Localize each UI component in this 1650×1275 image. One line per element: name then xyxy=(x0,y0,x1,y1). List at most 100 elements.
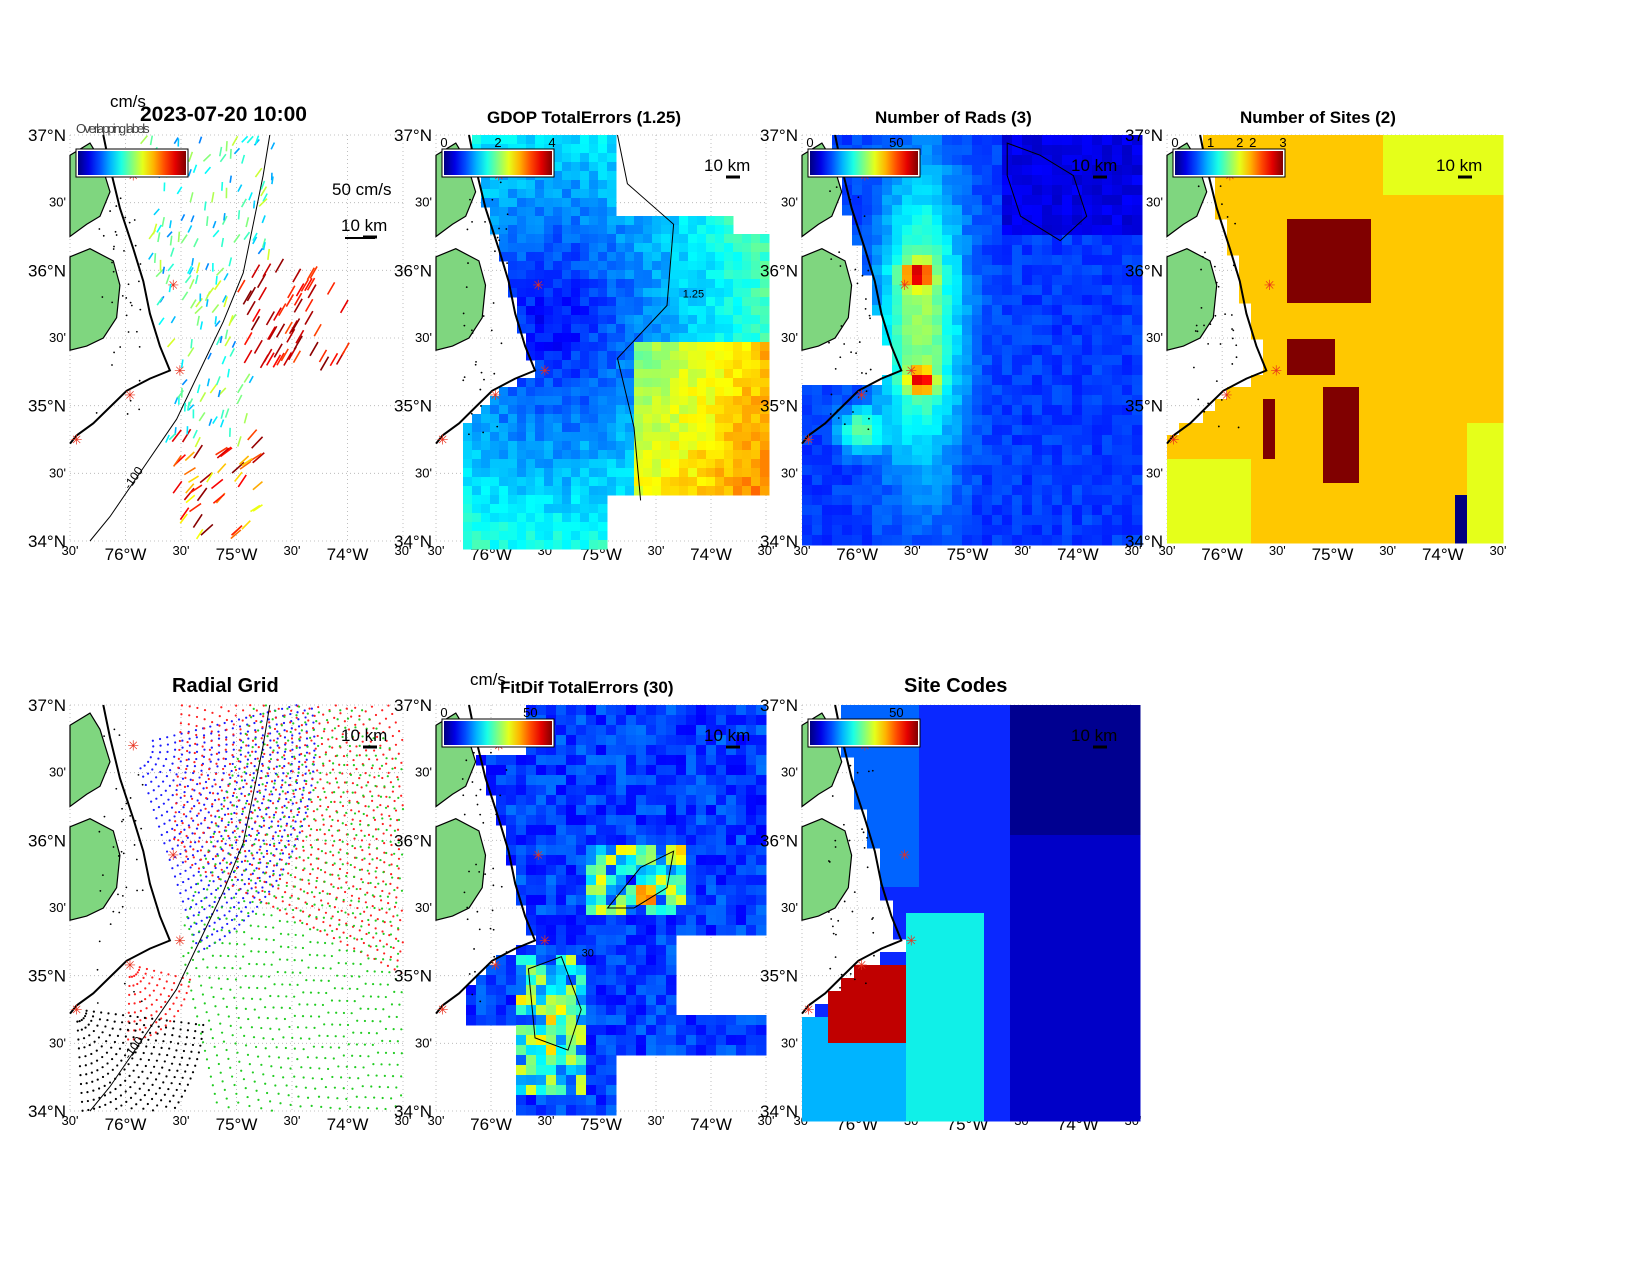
data-cell xyxy=(1032,235,1043,246)
data-cell xyxy=(535,486,545,496)
data-cell xyxy=(1335,147,1348,160)
data-cell xyxy=(1455,291,1468,304)
data-cell xyxy=(1132,235,1143,246)
radial-grid-point xyxy=(324,751,328,754)
island-dot xyxy=(839,356,842,359)
data-cell xyxy=(872,515,883,526)
data-cell xyxy=(942,365,953,376)
data-cell xyxy=(553,198,563,208)
data-cell xyxy=(1251,207,1264,220)
data-cell xyxy=(812,455,823,466)
radial-grid-point xyxy=(258,858,261,861)
radial-grid-point xyxy=(155,797,158,800)
data-cell xyxy=(1227,387,1240,400)
data-cell xyxy=(1335,411,1348,424)
data-cell xyxy=(1251,255,1264,268)
data-cell xyxy=(1062,135,1073,146)
radial-grid-point xyxy=(159,770,162,774)
data-cell xyxy=(1227,519,1240,532)
radial-grid-point xyxy=(241,830,244,833)
data-cell xyxy=(1022,315,1033,326)
data-cell xyxy=(1072,265,1083,276)
radial-grid-point xyxy=(195,715,199,719)
data-cell xyxy=(679,360,689,370)
radial-grid-point xyxy=(183,794,186,798)
data-cell xyxy=(1275,255,1288,268)
current-vector xyxy=(213,280,222,291)
radial-grid-point xyxy=(174,811,177,814)
data-cell xyxy=(634,279,644,289)
data-cell xyxy=(526,387,536,397)
data-cell xyxy=(643,387,653,397)
data-cell xyxy=(571,369,581,379)
data-cell xyxy=(598,324,608,334)
data-cell xyxy=(1062,395,1073,406)
radial-grid-point xyxy=(324,871,327,874)
data-cell xyxy=(553,180,563,190)
radial-grid-point xyxy=(176,824,179,827)
data-cell xyxy=(598,198,608,208)
data-cell xyxy=(481,414,491,424)
data-cell xyxy=(1491,267,1504,280)
data-cell xyxy=(1383,387,1396,400)
data-cell xyxy=(842,515,853,526)
data-cell xyxy=(1062,255,1073,266)
data-cell xyxy=(1012,385,1023,396)
data-cell xyxy=(1112,195,1123,206)
radial-grid-point xyxy=(262,819,266,822)
radial-grid-point xyxy=(265,813,268,816)
data-cell xyxy=(972,215,983,226)
data-cell xyxy=(1022,225,1033,236)
data-cell xyxy=(932,295,943,306)
radial-grid-point xyxy=(313,714,316,718)
island-dot xyxy=(98,228,101,230)
land-area xyxy=(801,248,853,351)
data-cell xyxy=(715,351,725,361)
data-cell xyxy=(1335,459,1348,472)
data-cell xyxy=(1122,145,1133,156)
data-cell xyxy=(670,477,680,487)
data-cell xyxy=(544,243,554,253)
data-cell xyxy=(1407,207,1420,220)
data-cell xyxy=(688,459,698,469)
data-cell xyxy=(1443,279,1456,292)
data-cell xyxy=(724,414,734,424)
data-cell xyxy=(1042,185,1053,196)
data-cell xyxy=(1102,165,1113,176)
data-cell xyxy=(1092,225,1103,236)
data-cell xyxy=(1479,291,1492,304)
current-vector xyxy=(242,290,252,305)
data-cell xyxy=(1032,405,1043,416)
data-cell xyxy=(932,255,943,266)
data-cell xyxy=(822,505,833,516)
radial-grid-point xyxy=(179,830,183,834)
data-cell xyxy=(1191,447,1204,460)
lat-major-tick: 37°N xyxy=(394,126,432,145)
data-cell xyxy=(882,275,893,286)
radial-grid-point xyxy=(295,745,298,748)
data-cell xyxy=(1122,425,1133,436)
radial-grid-point xyxy=(204,780,208,784)
data-cell xyxy=(982,355,993,366)
data-cell xyxy=(912,285,923,296)
data-cell xyxy=(1431,495,1444,508)
data-cell xyxy=(598,360,608,370)
data-cell xyxy=(616,225,626,235)
data-cell xyxy=(607,486,617,496)
data-cell xyxy=(706,396,716,406)
radial-grid-point xyxy=(225,901,228,904)
data-cell xyxy=(1287,387,1300,400)
island-dot xyxy=(1215,281,1218,284)
data-cell xyxy=(1032,485,1043,496)
data-cell xyxy=(670,414,680,424)
panel-title-radial-grid: Radial Grid xyxy=(172,675,279,697)
data-cell xyxy=(962,425,973,436)
radial-grid-point xyxy=(210,805,214,808)
data-cell xyxy=(962,195,973,206)
data-cell xyxy=(982,325,993,336)
data-cell xyxy=(751,414,761,424)
data-cell xyxy=(499,198,509,208)
data-cell xyxy=(1287,171,1300,184)
data-cell xyxy=(526,531,536,541)
data-cell xyxy=(742,234,752,244)
